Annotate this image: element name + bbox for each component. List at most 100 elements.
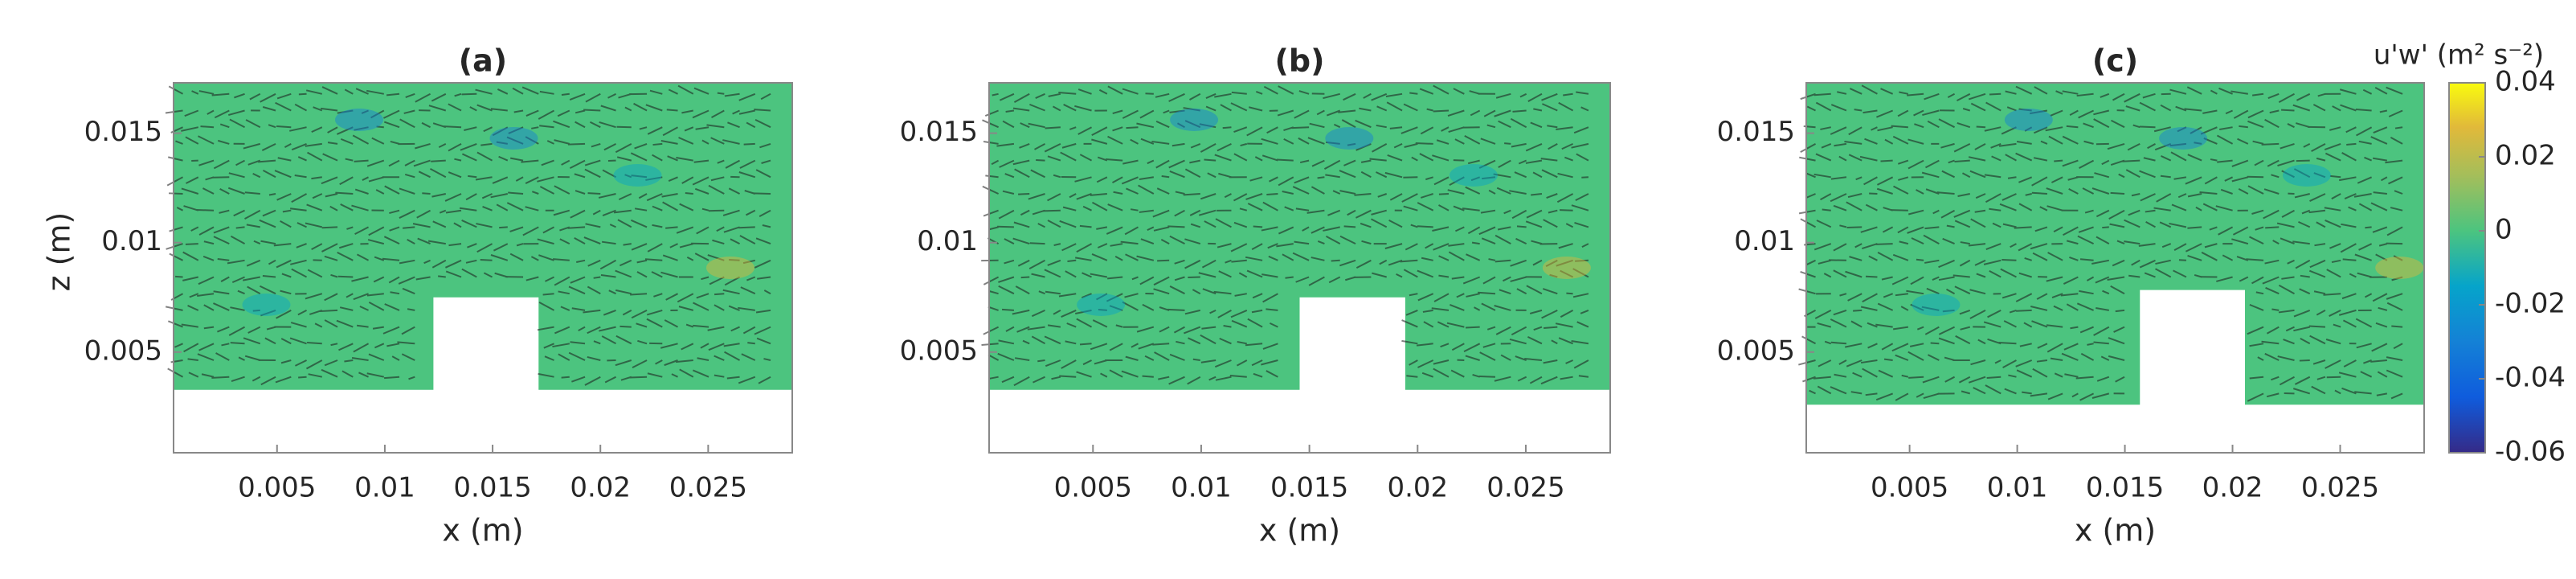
vector — [1152, 343, 1169, 344]
vector — [2300, 360, 2310, 361]
vector — [1891, 210, 1908, 211]
vector — [480, 260, 493, 261]
vector — [298, 377, 306, 378]
panel-title: (b) — [1275, 43, 1325, 79]
vector — [562, 377, 570, 378]
blotch — [2005, 109, 2053, 131]
vector — [2014, 227, 2032, 228]
y-tick-label: 0.015 — [1717, 116, 1795, 148]
blotch — [2283, 164, 2331, 187]
blotch — [1912, 294, 1960, 316]
vector — [1854, 109, 1862, 110]
x-axis-label: x (m) — [2075, 513, 2156, 548]
vector — [1504, 143, 1511, 144]
vector — [753, 193, 771, 194]
blotch — [1170, 109, 1218, 131]
blotch — [1077, 294, 1125, 316]
vector — [2002, 260, 2016, 261]
y-tick-label: 0.01 — [917, 225, 978, 257]
x-tick-label: 0.025 — [2301, 472, 2379, 504]
y-tick-label: 0.005 — [1717, 335, 1795, 367]
blotch — [2375, 257, 2423, 279]
y-axis-label: z (m) — [42, 212, 77, 292]
y-tick-label: 0.01 — [1734, 225, 1795, 257]
vector — [738, 227, 754, 228]
vector — [1987, 377, 2002, 378]
vector — [1018, 194, 1029, 195]
vector — [1433, 111, 1449, 112]
vector — [744, 144, 755, 145]
vector — [1266, 194, 1278, 195]
vector — [2111, 193, 2124, 194]
vector — [2247, 177, 2263, 178]
vector — [2346, 144, 2356, 145]
vector — [1277, 159, 1294, 160]
vector — [2102, 227, 2109, 228]
vector — [1512, 111, 1526, 112]
vector — [1143, 376, 1154, 377]
vector — [619, 326, 631, 327]
y-tick-label: 0.015 — [84, 116, 162, 148]
vector — [1188, 277, 1200, 278]
vector — [2179, 260, 2186, 261]
x-tick-label: 0.005 — [1054, 472, 1132, 504]
vector — [2296, 161, 2310, 162]
x-axis-label: x (m) — [442, 513, 523, 548]
vector — [2343, 259, 2357, 260]
vector — [169, 193, 182, 194]
vector — [1880, 161, 1892, 162]
colorbar-tick-label: 0.02 — [2495, 140, 2556, 172]
vector — [1204, 159, 1216, 160]
vector — [276, 126, 291, 127]
blotch — [335, 109, 383, 131]
blotch — [243, 294, 291, 316]
vector — [1080, 343, 1092, 344]
vector — [2239, 126, 2247, 127]
vector — [2265, 227, 2279, 228]
vector — [1560, 210, 1573, 211]
vector — [2365, 227, 2371, 228]
vector — [1954, 161, 1969, 162]
vector — [1193, 359, 1200, 360]
vector — [1223, 127, 1232, 128]
x-tick-label: 0.005 — [238, 472, 316, 504]
colorbar-tick-label: -0.04 — [2495, 362, 2566, 394]
blotch — [614, 164, 662, 187]
panel-title: (c) — [2092, 43, 2138, 79]
vector — [1021, 277, 1030, 278]
x-tick-label: 0.02 — [570, 472, 631, 504]
vector — [2391, 326, 2402, 327]
vector — [2116, 310, 2124, 311]
x-tick-label: 0.015 — [2086, 472, 2164, 504]
vector — [211, 377, 229, 378]
vector — [1908, 377, 1924, 378]
vector — [629, 377, 647, 378]
vector — [320, 310, 337, 311]
blotch — [1325, 127, 1373, 150]
vector — [1822, 210, 1831, 211]
vector — [1036, 160, 1045, 161]
blotch — [490, 127, 538, 150]
vector — [2395, 127, 2402, 128]
colorbar-label: u'w' (m² s⁻²) — [2374, 39, 2544, 72]
vector — [1814, 94, 1831, 95]
vector — [2054, 161, 2063, 162]
vector — [562, 94, 570, 95]
vector — [1409, 93, 1417, 94]
panel-title: (a) — [459, 43, 507, 79]
vector — [201, 126, 215, 127]
vector — [1479, 376, 1495, 377]
vector — [1416, 143, 1433, 144]
vector — [1916, 260, 1924, 261]
x-axis-label: x (m) — [1259, 513, 1340, 548]
y-tick-label: 0.015 — [900, 116, 978, 148]
x-tick-label: 0.01 — [354, 472, 415, 504]
vector — [1318, 177, 1325, 178]
vector — [322, 227, 337, 228]
vector — [1847, 227, 1862, 228]
vector — [1292, 127, 1309, 128]
vector — [403, 227, 415, 228]
vector — [1184, 194, 1200, 195]
vector — [754, 109, 771, 110]
vector — [2016, 310, 2032, 311]
